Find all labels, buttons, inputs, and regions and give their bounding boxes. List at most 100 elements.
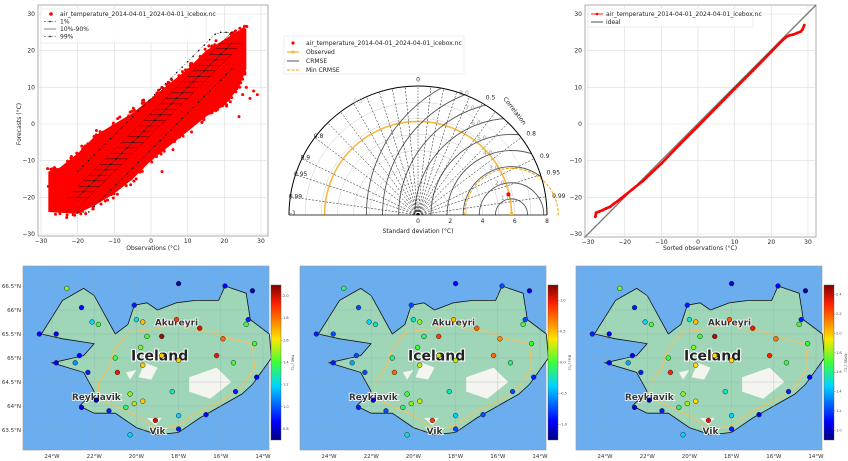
scatter-point bbox=[111, 196, 115, 200]
scatter-point bbox=[203, 114, 207, 118]
scatter-point bbox=[124, 184, 128, 188]
lon-tick-label: 20°W bbox=[129, 454, 145, 460]
std-arc bbox=[401, 198, 435, 216]
station-marker bbox=[722, 388, 728, 395]
lon-tick-label: 14°W bbox=[532, 454, 548, 460]
quantile-marker bbox=[197, 49, 200, 52]
scatter-point bbox=[92, 138, 96, 142]
quantile-marker bbox=[120, 152, 123, 155]
station-marker bbox=[697, 333, 703, 340]
colorbar-tick-label: 2.2 bbox=[836, 312, 842, 316]
station-marker bbox=[197, 325, 203, 331]
scatter-point bbox=[129, 183, 133, 187]
station-marker bbox=[72, 360, 78, 366]
scatter-outlier bbox=[65, 216, 69, 219]
quantile-marker bbox=[181, 92, 183, 94]
scatter-point bbox=[63, 164, 67, 168]
scatter-ylabel: Forecasts (°C) bbox=[16, 103, 23, 145]
lon-tick-label: 22°W bbox=[640, 454, 656, 460]
quantile-marker bbox=[214, 84, 216, 87]
station-marker bbox=[408, 302, 414, 308]
station-marker bbox=[410, 316, 417, 323]
correlation-ray bbox=[290, 196, 419, 216]
quantile-marker bbox=[153, 119, 156, 122]
station-marker bbox=[665, 355, 671, 361]
scatter-point bbox=[177, 135, 181, 139]
std-arc bbox=[304, 101, 532, 216]
qq-point bbox=[802, 23, 806, 27]
std-arc bbox=[385, 182, 451, 216]
colorbar-tick-label: -1.0 bbox=[560, 423, 567, 427]
colorbar-tick-label: 1.2 bbox=[836, 409, 842, 413]
station-marker bbox=[522, 316, 528, 323]
neg-correlation-tick-label: 0.8 bbox=[314, 133, 324, 140]
quantile-marker bbox=[104, 143, 106, 145]
scatter-point bbox=[227, 97, 231, 101]
station-marker bbox=[144, 333, 150, 340]
scatter-point bbox=[238, 85, 242, 89]
qq-series-line bbox=[594, 24, 806, 217]
station-marker bbox=[89, 319, 95, 325]
qq-point bbox=[799, 30, 803, 33]
city-label: Vik bbox=[703, 427, 720, 437]
scatter-point bbox=[203, 47, 207, 51]
scatter-point bbox=[112, 192, 116, 196]
correlation-ray bbox=[417, 158, 535, 216]
x-tick-label: 20 bbox=[221, 238, 229, 245]
scatter-point bbox=[162, 149, 166, 153]
scatter-legend: air_temperature_2014-04-01_2024-04-01_ic… bbox=[40, 8, 216, 44]
scatter-point bbox=[46, 167, 50, 171]
lat-tick-label: 64.5°N bbox=[2, 380, 21, 386]
station-marker bbox=[140, 319, 146, 325]
qq-point bbox=[641, 179, 645, 183]
glacier bbox=[678, 370, 690, 380]
quantile-marker bbox=[170, 128, 172, 131]
scatter-point bbox=[94, 133, 98, 137]
lon-tick-label: 22°W bbox=[364, 454, 380, 460]
quantile-marker bbox=[230, 42, 233, 45]
station-marker bbox=[414, 344, 421, 351]
colorbar-label: RMSE (°C) bbox=[844, 354, 848, 373]
x-tick-label: −20 bbox=[618, 239, 631, 246]
scatter-point bbox=[109, 193, 113, 197]
quantile-marker bbox=[214, 59, 216, 61]
scatter-point bbox=[138, 170, 142, 174]
station-marker bbox=[95, 321, 102, 328]
quantile-marker bbox=[126, 147, 128, 149]
std-tick-label: 6 bbox=[513, 218, 517, 225]
std-tick-label: 0 bbox=[416, 218, 420, 225]
quantile-marker bbox=[219, 79, 222, 81]
crmse-label: 6.0 bbox=[471, 120, 481, 127]
std-arc bbox=[337, 134, 499, 216]
scatter-point bbox=[214, 39, 218, 43]
quantile-marker bbox=[104, 169, 106, 171]
colorbar-tick-label: 0.0 bbox=[560, 361, 566, 365]
correlation-ray bbox=[417, 174, 541, 216]
scatter-point bbox=[79, 212, 83, 216]
lon-tick-label: 24°W bbox=[44, 454, 60, 460]
x-tick-label: 10 bbox=[184, 238, 192, 245]
quantile-marker bbox=[159, 88, 161, 90]
station-marker bbox=[474, 325, 480, 331]
scatter-outlier bbox=[252, 89, 256, 93]
scatter-point bbox=[238, 26, 242, 30]
scatter-point bbox=[65, 213, 69, 217]
scatter-point bbox=[150, 160, 154, 164]
colorbar-tick-label: 0.5 bbox=[560, 330, 566, 334]
qq-point bbox=[733, 87, 737, 91]
qq-point bbox=[593, 215, 597, 219]
colorbar-tick-label: 1.6 bbox=[836, 370, 842, 374]
quantile-marker bbox=[104, 194, 106, 197]
crmse-arc bbox=[446, 150, 547, 215]
qq-point bbox=[619, 197, 623, 200]
lon-tick-label: 22°W bbox=[87, 454, 103, 460]
station-marker bbox=[680, 432, 686, 438]
quantile-marker bbox=[115, 158, 117, 160]
quantile-marker bbox=[175, 71, 178, 74]
station-marker bbox=[446, 388, 452, 395]
city-label: Vik bbox=[150, 427, 167, 437]
colorbar-tick-label: 1.2 bbox=[283, 383, 289, 387]
lat-tick-label: 66°N bbox=[7, 308, 21, 314]
scatter-point bbox=[176, 78, 180, 82]
station-marker bbox=[629, 352, 636, 359]
